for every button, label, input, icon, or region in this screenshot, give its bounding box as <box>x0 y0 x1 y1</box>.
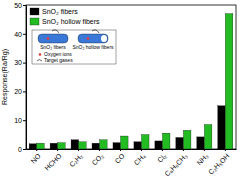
y-tick-label: 30 <box>14 59 22 66</box>
x-tick-label: CO₂ <box>90 152 104 166</box>
inset-frame <box>32 30 116 64</box>
legend-item: SnO₂ hollow fibers <box>30 18 100 25</box>
legend-swatch <box>30 18 39 25</box>
inset-label: Target gases <box>44 57 73 63</box>
y-tick-label: 10 <box>14 117 22 124</box>
x-tick-label: NO <box>30 152 43 165</box>
x-tick-mark <box>120 149 121 151</box>
gas-arrow <box>52 30 59 33</box>
bar <box>183 130 191 149</box>
bar <box>50 143 58 149</box>
legend-swatch <box>30 8 39 15</box>
y-tick-mark <box>23 149 26 150</box>
y-tick-mark <box>23 63 26 64</box>
x-tick-mark <box>162 149 163 151</box>
bar <box>225 14 233 149</box>
x-axis-line <box>27 149 237 150</box>
x-tick-label: Cl₂ <box>156 152 168 164</box>
y-tick: 50 <box>14 2 26 9</box>
bar <box>58 143 66 149</box>
x-tick-label: CH₄ <box>133 152 147 166</box>
x-tick: C₂H₅OH <box>207 149 230 176</box>
inset: SnO₂ fibersSnO₂ hollow fibersOxygen ions… <box>32 30 116 64</box>
chart: 01020304050NOHCHOC₂H₂CO₂COCH₄Cl₂C₆H₅CH₃N… <box>0 0 240 189</box>
bar <box>121 136 129 149</box>
y-tick: 30 <box>14 59 26 66</box>
hollow-end <box>101 35 107 42</box>
bar <box>100 140 108 149</box>
gas-arrow-key <box>37 60 42 62</box>
y-tick-label: 40 <box>14 31 22 38</box>
y-tick-label: 20 <box>14 88 22 95</box>
plot-frame <box>26 5 236 149</box>
x-tick: NH₃ <box>195 149 209 166</box>
x-tick-mark <box>57 149 58 151</box>
y-tick-label: 0 <box>18 146 22 153</box>
x-tick: Cl₂ <box>156 149 168 164</box>
x-tick: CO₂ <box>90 149 104 167</box>
y-tick: 40 <box>14 31 26 38</box>
x-tick-label: HCHO <box>43 152 63 172</box>
x-tick-label: CO <box>113 152 126 165</box>
legend: SnO₂ fibers SnO₂ hollow fibers <box>30 8 100 25</box>
y-axis-title: Response(Ra/Rg) <box>1 49 9 105</box>
y-tick-label: 50 <box>14 2 22 9</box>
legend-label: SnO₂ fibers <box>42 8 78 15</box>
inset-label: SnO₂ hollow fibers <box>72 44 114 50</box>
oxygen-ion <box>47 37 50 40</box>
bars <box>29 14 233 149</box>
bar <box>37 143 45 149</box>
x-tick-label: C₂H₂ <box>68 152 84 168</box>
x-tick-label: C₆H₅CH₃ <box>163 152 188 177</box>
bar <box>141 135 149 149</box>
plot: 01020304050NOHCHOC₂H₂CO₂COCH₄Cl₂C₆H₅CH₃N… <box>14 2 236 178</box>
x-tick: CH₄ <box>133 149 147 166</box>
x-tick-label: C₂H₅OH <box>207 152 230 175</box>
bar <box>218 106 226 149</box>
y-axis-line <box>26 6 27 150</box>
bar <box>134 142 142 149</box>
bar <box>162 133 170 149</box>
x-axis: NOHCHO C₂H₂ CO₂ CO CH₄ Cl₂C₆H₅CH₃ NH₃C₂H₅OH <box>27 149 237 178</box>
x-tick-mark <box>141 149 142 151</box>
inset-label: SnO₂ fibers <box>40 44 66 50</box>
x-tick: C₂H₂ <box>68 149 84 168</box>
y-axis: 0 10 20 30 40 50 <box>14 2 26 153</box>
bar <box>204 125 212 149</box>
x-tick-mark <box>204 149 205 151</box>
legend-label: SnO₂ hollow fibers <box>42 18 100 25</box>
x-tick-mark <box>183 149 184 151</box>
y-tick: 10 <box>14 117 26 124</box>
x-tick: C₆H₅CH₃ <box>163 149 188 178</box>
fiber <box>78 34 108 43</box>
y-tick: 20 <box>14 88 26 95</box>
x-tick-label: NH₃ <box>195 152 209 166</box>
bar <box>79 142 87 149</box>
y-tick: 0 <box>18 146 26 153</box>
x-tick-mark <box>78 149 79 151</box>
bar <box>29 144 37 149</box>
bar <box>155 141 163 149</box>
y-tick-mark <box>23 34 26 35</box>
x-tick: NO <box>30 149 43 165</box>
x-tick-mark <box>99 149 100 151</box>
gas-arrow <box>92 30 99 33</box>
legend-item: SnO₂ fibers <box>30 8 78 15</box>
y-tick-mark <box>23 120 26 121</box>
bar <box>71 140 79 149</box>
y-tick-mark <box>23 91 26 92</box>
bar <box>176 137 184 149</box>
bar <box>113 143 121 149</box>
x-tick-mark <box>36 149 37 151</box>
oxygen-ion-key <box>39 53 42 56</box>
x-tick-mark <box>225 149 226 151</box>
oxygen-ion <box>87 37 90 40</box>
x-tick: HCHO <box>43 149 63 172</box>
y-tick-mark <box>23 5 26 6</box>
bar <box>92 143 100 149</box>
fiber <box>38 34 68 43</box>
x-tick: CO <box>113 149 126 165</box>
bar <box>197 137 205 149</box>
